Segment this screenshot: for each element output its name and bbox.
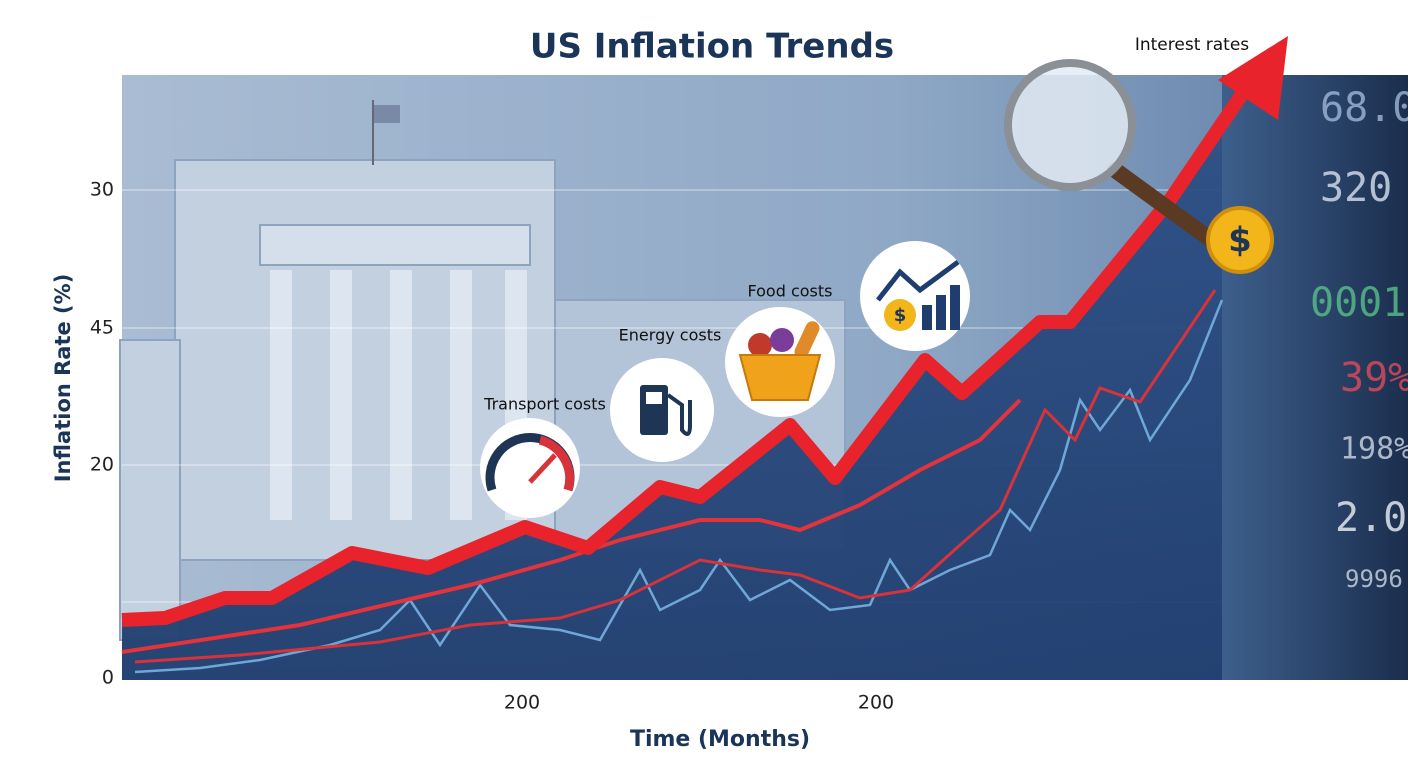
svg-text:320: 320 (1320, 165, 1392, 211)
x-tick-label: 200 (858, 692, 894, 714)
y-tick-label: 30 (90, 179, 114, 201)
finance-icon: $ (860, 241, 970, 351)
title: US Inflation Trends (530, 27, 894, 67)
building (119, 159, 846, 641)
coin: $ (1206, 206, 1274, 274)
arrow-head (1218, 36, 1288, 120)
trend-arrow (121, 71, 1261, 627)
area-fill (122, 130, 1222, 680)
x-axis-label: Time (Months) (630, 727, 810, 752)
magnifier (1004, 59, 1233, 258)
svg-text:0001: 0001 (1310, 280, 1406, 326)
y-tick-label: 0 (102, 667, 114, 689)
callout: Transport costs (483, 395, 606, 414)
svg-text:9996: 9996 (1345, 565, 1403, 593)
x-tick-label: 200 (504, 692, 540, 714)
light-blue-line (134, 299, 1224, 674)
transport-icon (480, 418, 580, 518)
callout: Energy costs (619, 326, 722, 345)
callout: Interest rates (1135, 35, 1249, 55)
callout: Food costs (748, 282, 833, 301)
y-tick-label: 45 (90, 317, 114, 339)
red-line-upper (121, 398, 1022, 654)
energy-icon (610, 358, 714, 462)
board-numbers: 68.0 320 0001 39% 198% 2.01 9996 (1310, 85, 1408, 593)
y-tick-label: 20 (90, 454, 114, 476)
svg-text:68.0: 68.0 (1320, 85, 1408, 131)
red-line-lower (134, 289, 1217, 664)
food-icon (725, 307, 835, 417)
stock-board (1222, 75, 1408, 680)
flag (374, 105, 400, 123)
svg-text:$: $ (894, 305, 907, 326)
y-axis-label: Inflation Rate (%) (51, 274, 75, 483)
svg-text:2.01: 2.01 (1335, 495, 1408, 541)
svg-text:$: $ (1228, 221, 1252, 261)
svg-text:39%: 39% (1340, 355, 1408, 401)
svg-text:198%: 198% (1340, 432, 1408, 467)
